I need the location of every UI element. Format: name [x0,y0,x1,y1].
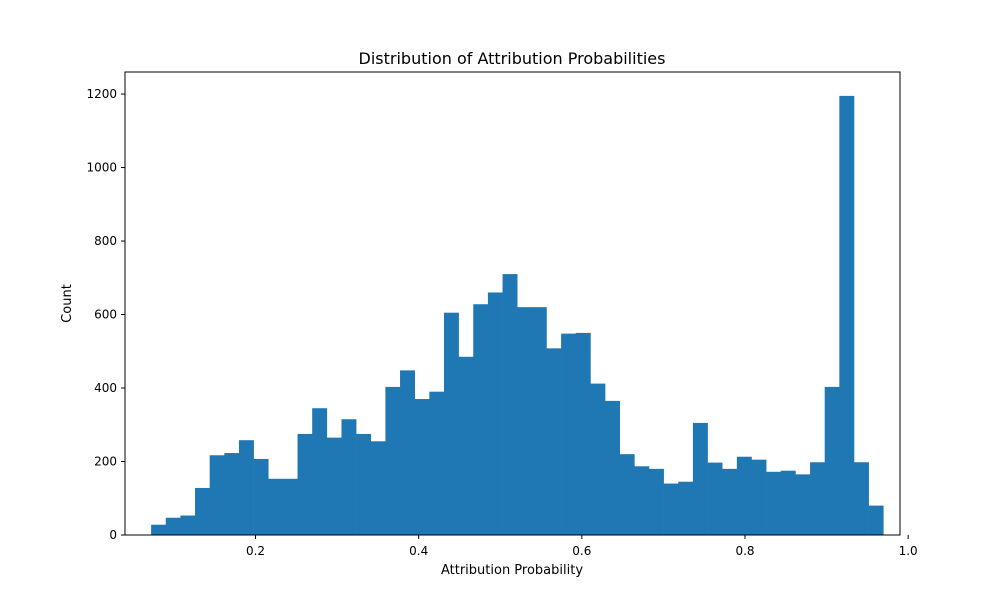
y-tick-label: 600 [94,308,117,322]
histogram-bar [151,524,167,535]
plot-frame [124,71,901,536]
histogram-bar [195,487,210,535]
histogram-bar [370,441,386,535]
histogram-bar [429,391,445,535]
y-tick-label: 200 [94,455,117,469]
histogram-bar [400,370,415,535]
histogram-bar [282,478,298,535]
histogram-bar [458,356,474,535]
x-tick-label: 0.6 [572,544,591,558]
y-tick-label: 0 [109,528,117,542]
x-tick-label: 1.0 [899,544,918,558]
histogram-bar [634,466,650,535]
histogram-bar [766,471,782,535]
histogram-bar [356,433,372,535]
histogram-bar [868,505,884,535]
histogram-bar [546,348,562,535]
histogram-bar [619,454,635,535]
x-axis-label: Attribution Probability [441,563,583,578]
histogram-bar [517,307,533,535]
histogram-bar [736,456,752,535]
histogram-bar [165,517,181,535]
histogram-bar [180,515,196,535]
bars-group [151,95,884,535]
histogram-bar [238,440,254,535]
histogram-bar [707,462,723,535]
histogram-bar [473,304,489,535]
histogram-bar [795,474,811,535]
histogram-bar [605,400,620,535]
y-axis: 0 200 400 600 800 1000 1200 [86,87,125,542]
y-axis-label: Count [60,284,75,323]
histogram-bar [531,307,547,535]
histogram-bar [663,483,679,535]
y-tick-label: 400 [94,381,117,395]
histogram-bar [692,422,708,535]
histogram-bar [839,95,855,535]
x-tick-label: 0.4 [409,544,428,558]
histogram-bar [385,386,401,535]
histogram-bar [751,459,767,535]
histogram-bar [326,437,342,535]
histogram-bar [722,468,738,535]
histogram-bar [487,292,503,535]
y-tick-label: 800 [94,234,117,248]
histogram-bar [312,408,328,535]
histogram-bar [575,332,591,535]
histogram-bar [253,458,269,535]
histogram-bar [502,274,518,535]
chart-title: Distribution of Attribution Probabilitie… [359,49,666,68]
histogram-bar [443,312,459,535]
y-tick-label: 1000 [86,161,117,175]
x-axis: 0.2 0.4 0.6 0.8 1.0 [246,535,918,558]
histogram-bar [414,399,430,535]
histogram-bar [561,333,577,535]
histogram-bar [209,455,225,535]
histogram-bar [780,470,796,535]
histogram-bar [678,481,694,535]
histogram-bar [648,468,664,535]
histogram-bar [297,433,313,535]
histogram-bar [224,453,240,535]
histogram-bar [853,462,869,535]
histogram-bar [341,419,357,535]
x-tick-label: 0.2 [246,544,265,558]
histogram-bar [824,386,840,535]
y-tick-label: 1200 [86,87,117,101]
histogram-bar [590,383,606,535]
histogram-bar [268,478,284,535]
x-tick-label: 0.8 [735,544,754,558]
histogram-bar [810,462,826,535]
